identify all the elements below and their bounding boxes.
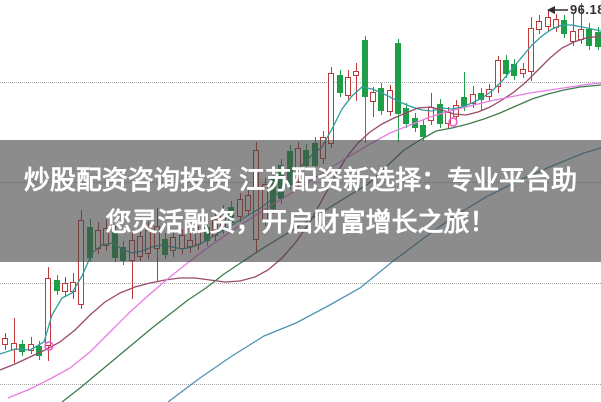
candle-body [378,88,384,111]
candle-body [362,40,368,97]
headline-overlay: 炒股配资咨询投资 江苏配资新选择：专业平台助 您灵活融资，开启财富增长之旅！ [0,140,601,262]
candle-wick [464,72,465,111]
gridline [0,82,601,83]
candle-body [345,77,351,96]
candle-body [54,280,60,291]
candle-body [337,75,343,93]
candle-body [395,43,401,114]
candle-wick [132,231,133,299]
headline-line2: 您灵活融资，开启财富增长之旅！ [105,207,496,237]
candle-body [420,125,426,137]
signal-marker [44,341,54,351]
candle-body [495,60,501,87]
gridline [0,283,601,284]
price-high-value: 96.18 [569,2,601,17]
overlay-band-background [0,140,601,262]
candle-body [19,344,25,352]
headline-line1: 炒股配资咨询投资 江苏配资新选择：专业平台助 [23,165,578,195]
candle-body [536,21,542,30]
candle-body [2,338,8,345]
signal-marker [448,117,458,127]
candle-body [470,94,476,104]
candle-body [561,20,567,34]
candle-body [62,283,68,292]
candle-body [370,92,376,102]
candle-body [545,17,551,27]
candle-wick [581,3,582,44]
left-arrow-icon [546,5,568,15]
price-high-label: 96.18 [546,2,601,17]
candle-body [387,90,393,112]
candle-wick [356,63,357,101]
gridline [0,384,601,385]
candle-body [503,60,509,74]
candle-body [45,278,51,346]
candle-body [353,71,359,76]
candle-body [520,69,526,74]
candle-wick [373,87,374,117]
candle-wick [573,13,574,46]
candle-body [403,108,409,124]
candle-wick [14,318,15,363]
candle-body [453,105,459,117]
candle-body [570,31,576,42]
